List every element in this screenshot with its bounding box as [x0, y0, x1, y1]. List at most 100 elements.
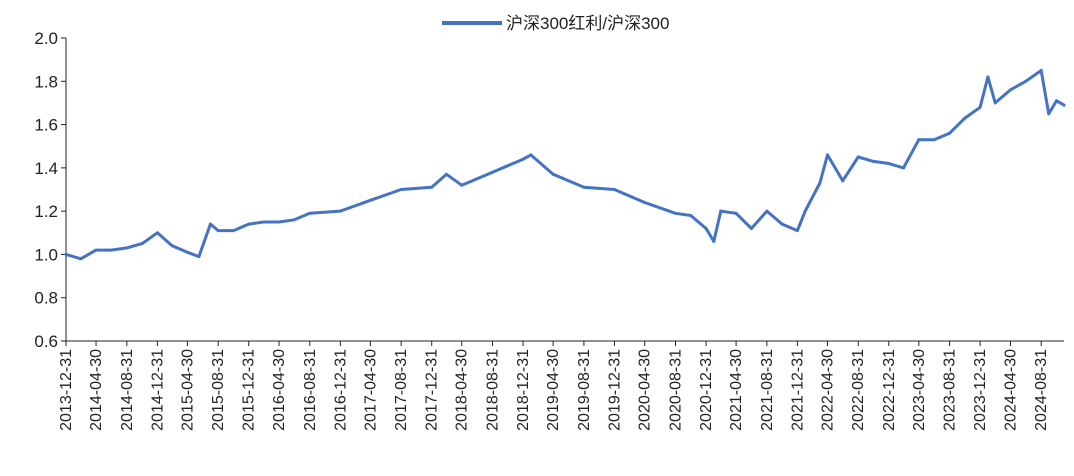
- data-point: [856, 155, 860, 159]
- data-point: [582, 185, 586, 189]
- data-point: [94, 248, 98, 252]
- y-tick-label: 1.8: [34, 72, 58, 91]
- data-point: [643, 201, 647, 204]
- data-point: [399, 188, 403, 191]
- data-point: [689, 214, 693, 217]
- data-point: [368, 198, 372, 202]
- x-tick-label: 2020-08-31: [668, 349, 685, 431]
- data-point: [826, 153, 829, 157]
- x-tick-label: 2018-12-31: [515, 349, 532, 431]
- legend-label: 沪深300红利/沪深300: [506, 14, 669, 33]
- data-point: [963, 116, 967, 120]
- data-point: [247, 222, 251, 226]
- data-point: [1024, 79, 1028, 83]
- data-point: [674, 211, 677, 215]
- x-tick-label: 2016-04-30: [271, 349, 288, 431]
- y-tick-label: 1.0: [34, 245, 58, 264]
- data-point: [872, 159, 875, 163]
- data-point: [712, 239, 716, 243]
- x-tick-label: 2015-04-30: [179, 349, 196, 431]
- y-axis: 2.0 1.8 1.6 1.4 1.2 1.0 0.8 0.6: [34, 29, 67, 351]
- data-point: [734, 211, 738, 215]
- x-tick-label: 2023-12-31: [972, 349, 989, 431]
- x-tick-label: 2015-12-31: [241, 349, 258, 431]
- x-tick-label: 2022-12-31: [881, 349, 898, 431]
- x-tick-label: 2021-12-31: [789, 349, 806, 431]
- data-point: [491, 170, 494, 174]
- data-point: [79, 257, 83, 261]
- data-point: [529, 153, 533, 157]
- data-point: [1055, 99, 1058, 103]
- x-tick-label: 2022-04-30: [819, 349, 836, 431]
- x-tick-label: 2015-08-31: [210, 349, 227, 431]
- x-tick-label: 2019-08-31: [576, 349, 593, 431]
- legend: 沪深300红利/沪深300: [442, 14, 669, 33]
- data-point: [948, 131, 952, 135]
- x-tick-label: 2024-08-31: [1033, 349, 1050, 431]
- data-point: [1039, 69, 1043, 72]
- x-tick-label: 2016-12-31: [332, 349, 349, 431]
- data-point: [628, 194, 631, 198]
- y-tick-label: 1.4: [34, 159, 58, 178]
- x-tick-label: 2018-08-31: [485, 349, 502, 431]
- data-point: [887, 162, 891, 165]
- data-point: [521, 157, 525, 161]
- x-tick-label: 2014-12-31: [149, 349, 166, 431]
- y-tick-label: 1.6: [34, 116, 58, 135]
- x-tick-label: 2017-08-31: [393, 349, 410, 431]
- x-tick-label: 2017-04-30: [362, 349, 379, 431]
- y-tick-label: 1.2: [34, 202, 58, 221]
- data-point: [208, 222, 212, 226]
- plot-area: [64, 69, 1066, 261]
- data-point: [64, 252, 68, 256]
- data-point: [1062, 103, 1066, 107]
- data-point: [109, 248, 113, 252]
- data-point: [978, 105, 982, 109]
- x-tick-label: 2016-08-31: [302, 349, 319, 431]
- data-point: [841, 179, 845, 183]
- x-tick-label: 2022-08-31: [850, 349, 867, 431]
- data-point: [719, 209, 723, 213]
- data-point: [932, 138, 936, 142]
- data-point: [986, 75, 990, 79]
- x-tick-label: 2019-04-30: [545, 349, 562, 431]
- data-point: [749, 227, 753, 230]
- x-tick-label: 2020-12-31: [698, 349, 715, 431]
- y-tick-label: 0.8: [34, 289, 58, 308]
- data-point: [1008, 88, 1012, 92]
- data-point: [818, 181, 822, 185]
- data-point: [277, 220, 281, 224]
- data-point: [292, 218, 296, 222]
- x-axis: 2013-12-31 2014-04-30 2014-08-31 2014-12-31…: [58, 340, 1064, 431]
- x-tick-label: 2017-12-31: [424, 349, 441, 431]
- data-point: [917, 138, 921, 142]
- data-point: [216, 229, 220, 233]
- data-point: [902, 166, 905, 170]
- series-line: [64, 69, 1066, 261]
- data-point: [460, 183, 464, 187]
- x-tick-label: 2018-04-30: [454, 349, 471, 431]
- x-tick-label: 2021-08-31: [759, 349, 776, 431]
- data-point: [1047, 112, 1051, 116]
- data-point: [993, 101, 997, 105]
- data-point: [308, 211, 312, 215]
- y-tick-label: 0.6: [34, 332, 58, 351]
- x-tick-label: 2019-12-31: [606, 349, 623, 431]
- x-tick-label: 2020-04-30: [637, 349, 654, 431]
- data-point: [765, 209, 769, 213]
- y-tick-label: 2.0: [34, 29, 58, 48]
- data-point: [612, 188, 616, 191]
- data-point: [125, 246, 129, 250]
- data-point: [232, 229, 235, 233]
- x-tick-label: 2013-12-31: [58, 349, 75, 431]
- data-point: [430, 185, 434, 189]
- data-point: [185, 250, 189, 254]
- data-point: [551, 172, 555, 176]
- data-point: [445, 172, 448, 176]
- data-point: [704, 227, 708, 230]
- x-tick-label: 2024-04-30: [1002, 349, 1019, 431]
- data-point: [170, 244, 174, 248]
- x-tick-label: 2014-08-31: [119, 349, 136, 431]
